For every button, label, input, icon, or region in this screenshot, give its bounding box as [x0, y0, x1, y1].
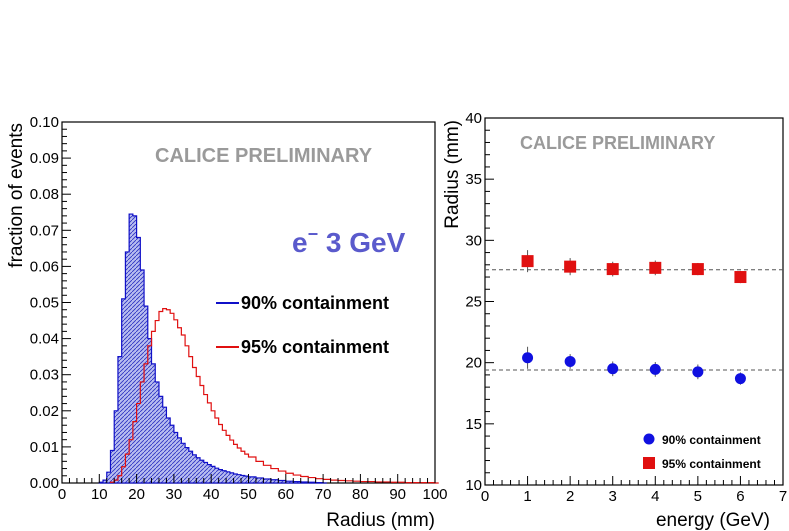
left-x-tick-label: 0	[58, 486, 66, 503]
point-90-containment	[607, 363, 619, 375]
right-x-tick-label: 1	[523, 488, 531, 505]
point-95-containment	[734, 271, 747, 284]
left-x-tick-label: 40	[203, 486, 220, 503]
left-x-tick-label: 50	[240, 486, 257, 503]
left-axes: 0 10 20 30 40 50 60 70 80 90 100 0.00 0.01 0.02 0.03 0.…	[30, 114, 448, 503]
right-y-axis-title: Radius (mm)	[442, 120, 463, 229]
right-plot-frame	[484, 117, 784, 486]
left-x-tick-label: 80	[352, 486, 369, 503]
legend-label-90: 90% containment	[241, 293, 389, 313]
left-y-tick-label: 0.08	[30, 186, 59, 203]
right-y-tick-label: 15	[465, 416, 482, 433]
legend-label-95: 95% containment	[241, 337, 389, 357]
point-95-containment	[521, 255, 534, 268]
right-y-tick-label: 40	[465, 110, 482, 127]
point-90-containment	[734, 373, 746, 385]
right-scatter-panel: 0 1 2 3 4 5 6 7 10 15 20 25 30 35 40 CALICE PRELIMINAR…	[442, 110, 787, 531]
left-x-tick-label: 70	[315, 486, 332, 503]
left-y-tick-label: 0.10	[30, 114, 59, 131]
right-y-tick-label: 35	[465, 171, 482, 188]
left-x-tick-label: 90	[389, 486, 406, 503]
histogram-90-containment	[98, 213, 327, 484]
left-y-tick-label: 0.00	[30, 475, 59, 492]
legend-marker-90	[643, 433, 655, 445]
left-y-tick-label: 0.05	[30, 295, 59, 312]
point-95-containment	[649, 261, 662, 274]
left-x-tick-label: 60	[277, 486, 294, 503]
left-y-tick-label: 0.01	[30, 439, 59, 456]
left-y-tick-label: 0.04	[30, 331, 59, 348]
right-x-tick-label: 3	[609, 488, 617, 505]
point-95-containment	[691, 263, 704, 276]
right-y-tick-label: 10	[465, 477, 482, 494]
right-data-points	[521, 250, 747, 385]
left-histogram-panel: 0 10 20 30 40 50 60 70 80 90 100 0.00 0.01 0.02 0.03 0.…	[6, 114, 448, 531]
right-legend-label-90: 90% containment	[662, 433, 761, 447]
right-x-tick-label: 5	[694, 488, 702, 505]
right-axes: 0 1 2 3 4 5 6 7 10 15 20 25 30 35 40	[465, 110, 787, 505]
left-watermark: CALICE PRELIMINARY	[155, 145, 373, 167]
right-y-tick-label: 20	[465, 355, 482, 372]
left-x-tick-label: 20	[128, 486, 145, 503]
left-y-tick-label: 0.06	[30, 258, 59, 275]
right-y-tick-label: 25	[465, 294, 482, 311]
point-90-containment	[564, 355, 576, 367]
point-90-containment	[522, 352, 534, 364]
left-y-tick-label: 0.03	[30, 367, 59, 384]
right-x-tick-label: 7	[779, 488, 787, 505]
left-y-tick-label: 0.02	[30, 403, 59, 420]
left-x-tick-label: 100	[422, 486, 447, 503]
point-90-containment	[692, 366, 704, 378]
point-95-containment	[564, 260, 577, 273]
right-x-tick-label: 4	[651, 488, 659, 505]
legend-marker-95	[643, 457, 655, 469]
point-95-containment	[606, 263, 619, 276]
left-x-tick-label: 30	[166, 486, 183, 503]
right-reference-lines	[485, 269, 783, 371]
left-x-tick-label: 10	[91, 486, 108, 503]
left-y-tick-label: 0.09	[30, 150, 59, 167]
right-x-tick-label: 0	[481, 488, 489, 505]
right-x-tick-label: 2	[566, 488, 574, 505]
right-x-tick-label: 6	[736, 488, 744, 505]
point-90-containment	[649, 363, 661, 375]
left-y-axis-title: fraction of events	[6, 123, 27, 268]
left-y-tick-label: 0.07	[30, 222, 59, 239]
right-x-axis-title: energy (GeV)	[656, 510, 770, 531]
right-y-tick-label: 30	[465, 232, 482, 249]
right-legend-label-95: 95% containment	[662, 457, 761, 471]
left-x-axis-title: Radius (mm)	[326, 510, 435, 531]
right-watermark: CALICE PRELIMINARY	[520, 133, 715, 153]
energy-label: e− 3 GeV	[292, 224, 406, 258]
